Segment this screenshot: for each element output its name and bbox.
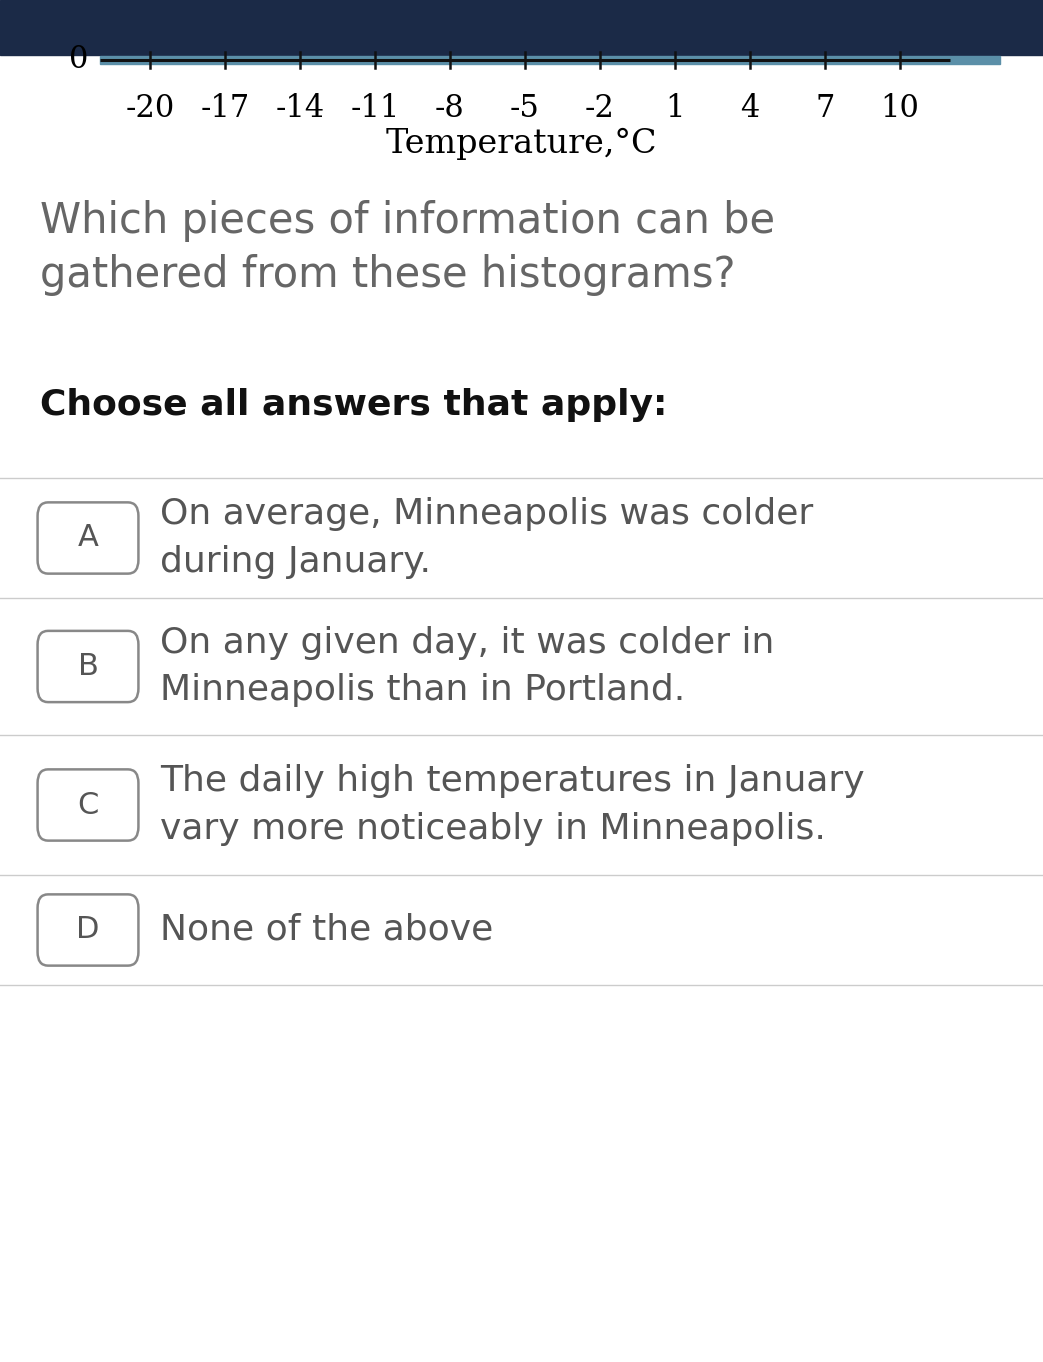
FancyBboxPatch shape xyxy=(38,770,139,840)
Text: C: C xyxy=(77,790,99,820)
Text: -2: -2 xyxy=(585,93,615,124)
Text: Choose all answers that apply:: Choose all answers that apply: xyxy=(40,388,668,422)
Text: 0: 0 xyxy=(69,44,88,75)
Text: 10: 10 xyxy=(880,93,920,124)
Text: -17: -17 xyxy=(200,93,249,124)
Bar xyxy=(0,0,1043,54)
Text: On average, Minneapolis was colder
during January.: On average, Minneapolis was colder durin… xyxy=(160,497,814,579)
Bar xyxy=(100,56,1000,64)
Text: Temperature,°C: Temperature,°C xyxy=(386,128,657,161)
Text: -11: -11 xyxy=(350,93,399,124)
Text: On any given day, it was colder in
Minneapolis than in Portland.: On any given day, it was colder in Minne… xyxy=(160,625,774,707)
Text: The daily high temperatures in January
vary more noticeably in Minneapolis.: The daily high temperatures in January v… xyxy=(160,764,865,846)
Text: 4: 4 xyxy=(741,93,759,124)
Text: 7: 7 xyxy=(816,93,834,124)
Text: -8: -8 xyxy=(435,93,465,124)
Text: -5: -5 xyxy=(510,93,540,124)
FancyBboxPatch shape xyxy=(38,631,139,703)
Text: -14: -14 xyxy=(275,93,324,124)
Text: 1: 1 xyxy=(665,93,685,124)
Text: A: A xyxy=(77,523,98,553)
FancyBboxPatch shape xyxy=(38,895,139,966)
Text: None of the above: None of the above xyxy=(160,913,493,947)
Text: B: B xyxy=(77,652,98,681)
Text: D: D xyxy=(76,915,100,944)
Text: -20: -20 xyxy=(125,93,174,124)
FancyBboxPatch shape xyxy=(38,503,139,573)
Text: Which pieces of information can be
gathered from these histograms?: Which pieces of information can be gathe… xyxy=(40,200,775,296)
